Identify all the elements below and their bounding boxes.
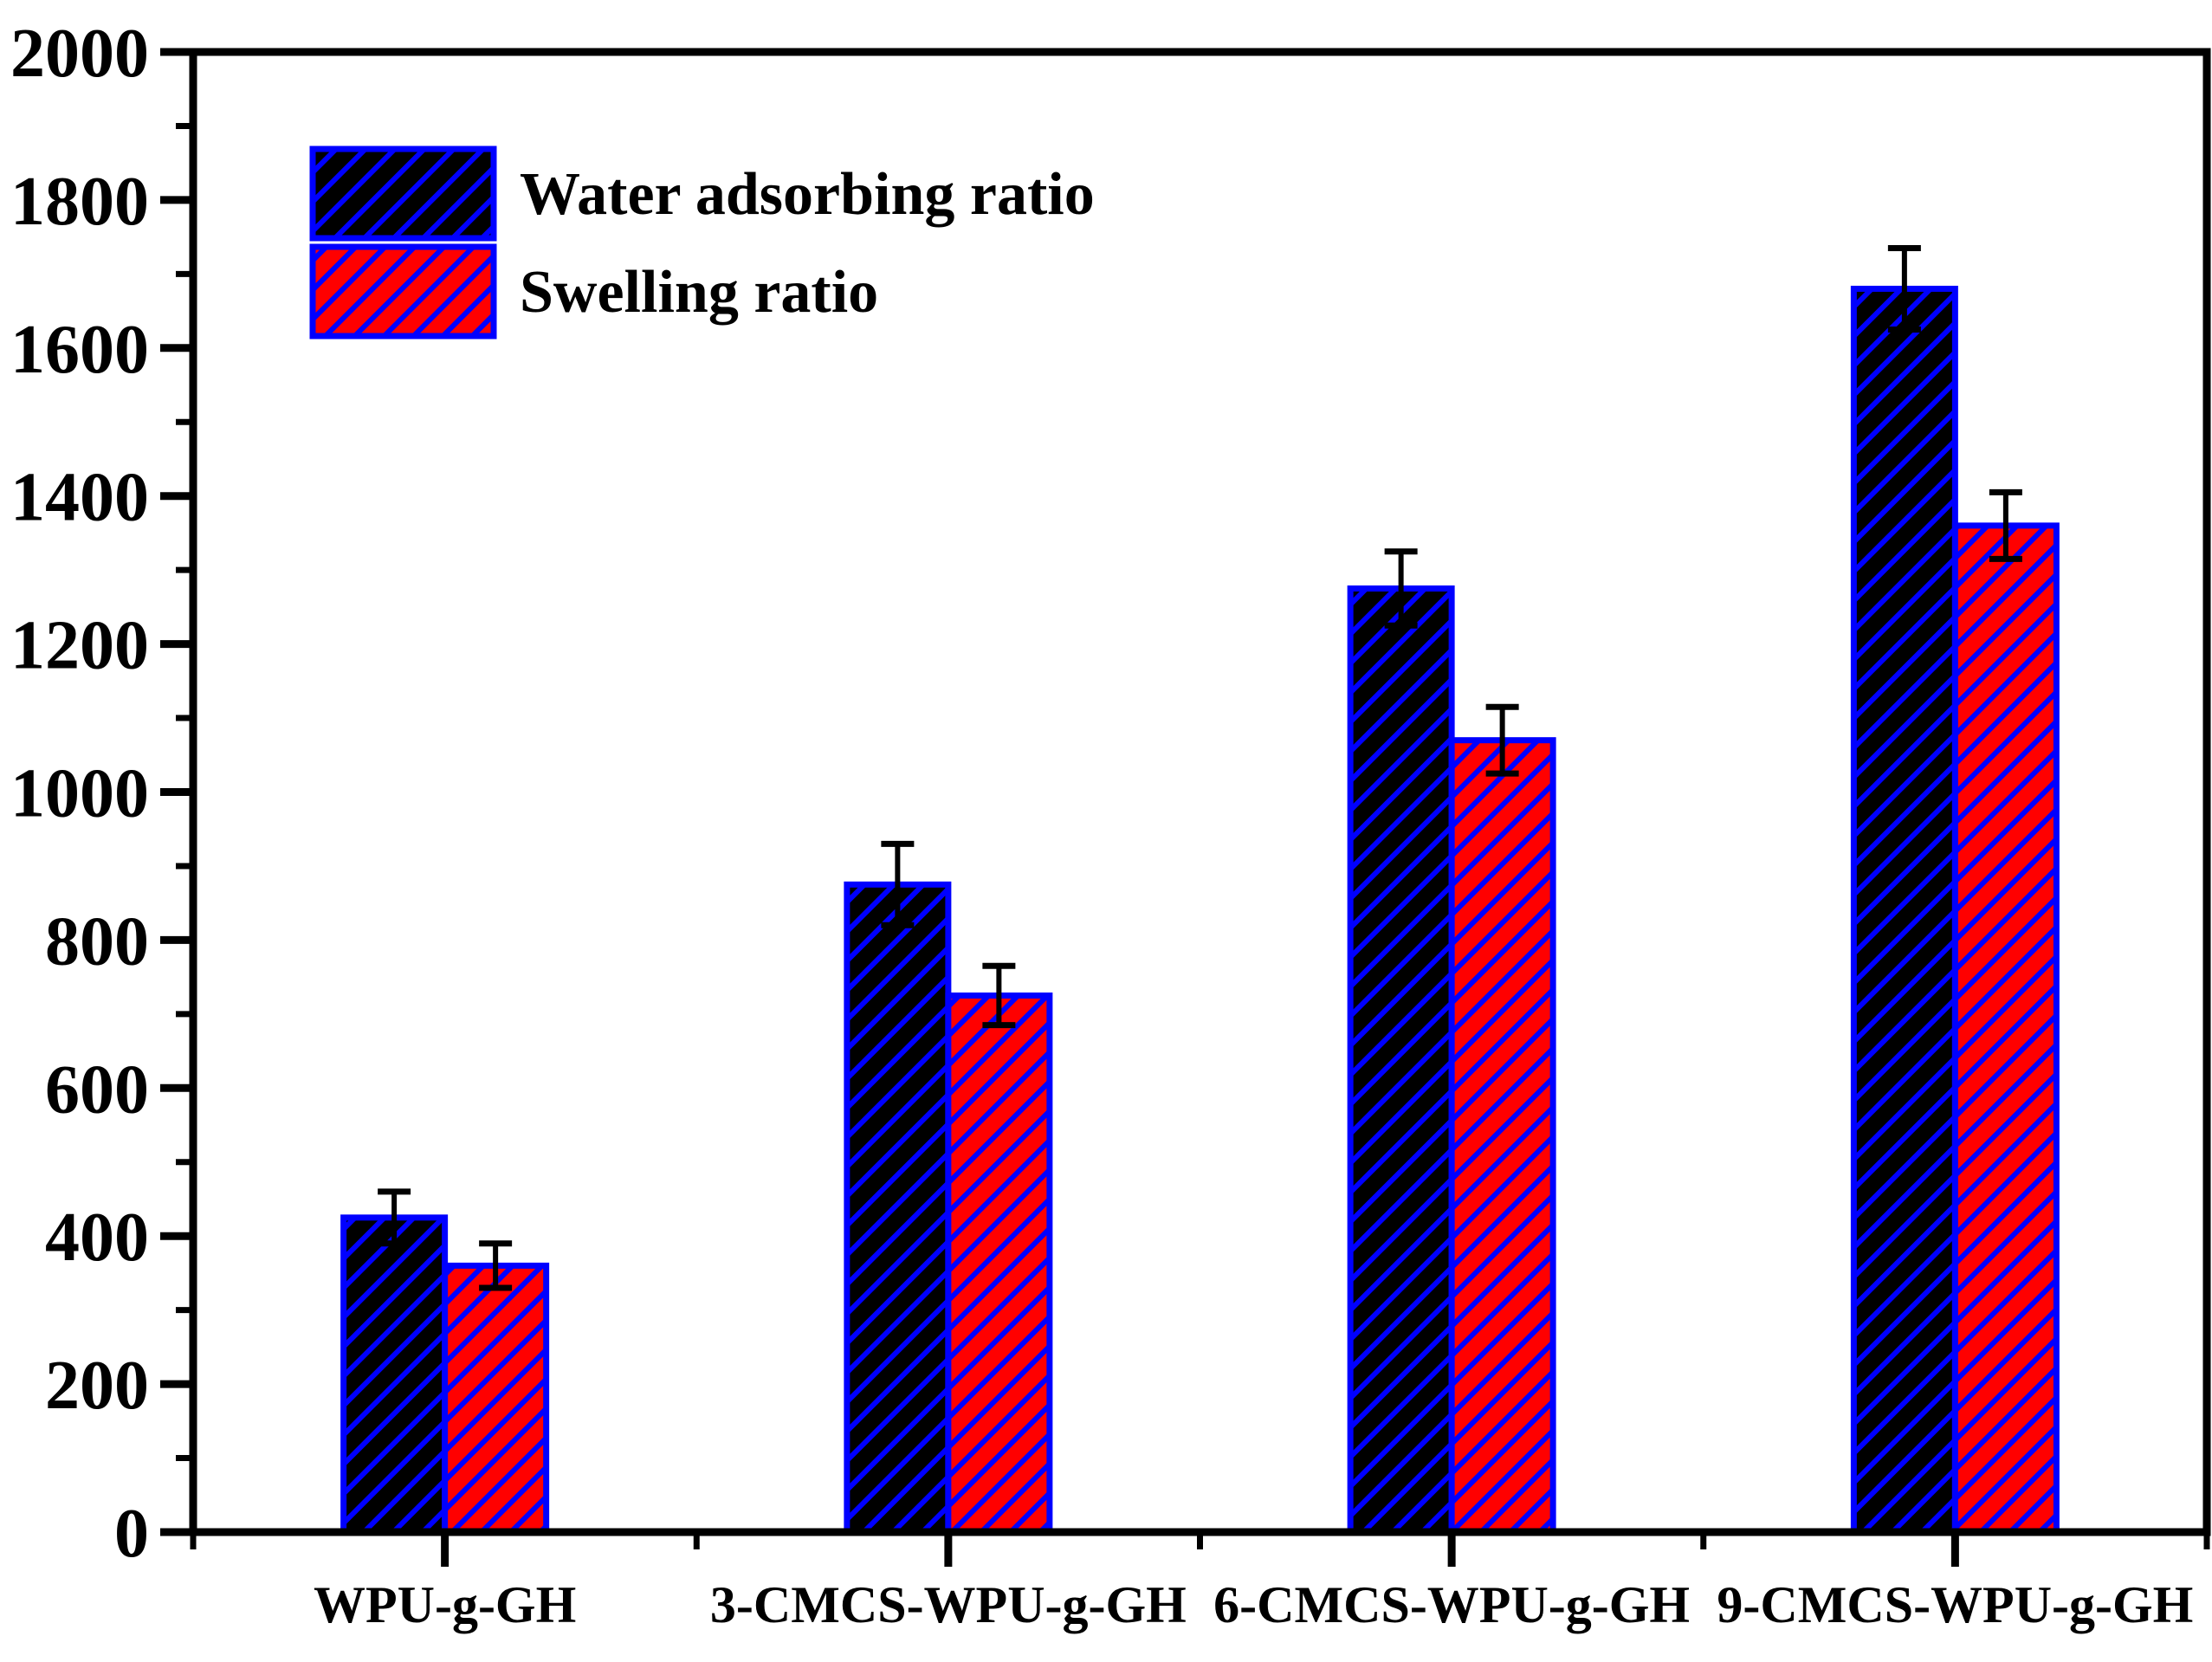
y-tick-label-800: 800: [45, 903, 149, 980]
bar-water-adsorbing-ratio-wpu-g-gh: [340, 1214, 449, 1536]
x-category-label-0: WPU-g-GH: [314, 1576, 576, 1633]
y-tick-label-600: 600: [45, 1051, 149, 1128]
bar-water-adsorbing-ratio-9-cmcs-wpu-g-gh: [1850, 285, 1958, 1536]
y-tick-label-2000: 2000: [10, 16, 149, 92]
y-axis: 0 200 400 600 800 1000 1200 1400 1600 1800 2000: [10, 16, 194, 1572]
y-tick-label-1000: 1000: [10, 756, 149, 832]
y-tick-label-1600: 1600: [10, 312, 149, 388]
y-tick-label-0: 0: [114, 1496, 149, 1572]
y-tick-label-400: 400: [45, 1200, 149, 1276]
legend-swatch-water-adsorbing-ratio: [309, 146, 497, 242]
bars-layer: [340, 285, 2060, 1536]
error-bar-water-adsorbing-ratio-3-cmcs-wpu-g-gh: [881, 840, 915, 928]
bar-swelling-ratio-wpu-g-gh: [442, 1262, 550, 1536]
legend: Water adsorbing ratio Swelling ratio: [309, 146, 1095, 340]
x-category-label-1: 3-CMCS-WPU-g-GH: [710, 1576, 1187, 1633]
x-category-label-2: 6-CMCS-WPU-g-GH: [1213, 1576, 1690, 1633]
y-tick-label-1200: 1200: [10, 608, 149, 684]
error-bar-swelling-ratio-9-cmcs-wpu-g-gh: [1989, 488, 2022, 562]
error-bar-water-adsorbing-ratio-9-cmcs-wpu-g-gh: [1887, 244, 1921, 333]
bar-water-adsorbing-ratio-3-cmcs-wpu-g-gh: [844, 881, 952, 1536]
bar-swelling-ratio-9-cmcs-wpu-g-gh: [1951, 522, 2060, 1536]
y-tick-label-200: 200: [45, 1348, 149, 1424]
bar-water-adsorbing-ratio-6-cmcs-wpu-g-gh: [1347, 585, 1455, 1536]
error-bar-swelling-ratio-6-cmcs-wpu-g-gh: [1485, 703, 1519, 777]
x-category-label-3: 9-CMCS-WPU-g-GH: [1717, 1576, 2193, 1633]
bar-swelling-ratio-3-cmcs-wpu-g-gh: [945, 992, 1053, 1536]
y-tick-label-1400: 1400: [10, 460, 149, 536]
x-axis: WPU-g-GH 3-CMCS-WPU-g-GH 6-CMCS-WPU-g-GH 9-…: [190, 1531, 2210, 1633]
error-bars-layer: [378, 244, 2022, 1291]
error-bar-water-adsorbing-ratio-6-cmcs-wpu-g-gh: [1384, 548, 1418, 629]
y-tick-label-1800: 1800: [10, 164, 149, 240]
error-bar-water-adsorbing-ratio-wpu-g-gh: [378, 1188, 411, 1247]
legend-label-swelling-ratio: Swelling ratio: [520, 259, 878, 326]
legend-label-water-adsorbing-ratio: Water adsorbing ratio: [520, 161, 1095, 228]
error-bar-swelling-ratio-wpu-g-gh: [479, 1240, 513, 1291]
bar-swelling-ratio-6-cmcs-wpu-g-gh: [1448, 737, 1556, 1536]
legend-swatch-swelling-ratio: [309, 243, 497, 340]
error-bar-swelling-ratio-3-cmcs-wpu-g-gh: [982, 962, 1016, 1029]
